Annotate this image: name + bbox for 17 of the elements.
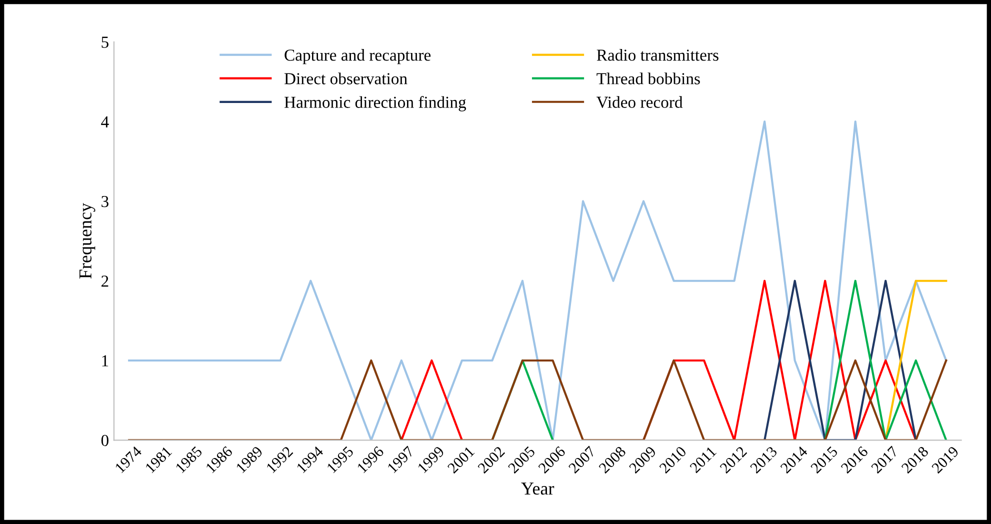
y-tick-label: 2: [102, 276, 108, 287]
y-tick-label: 0: [101, 434, 108, 446]
x-tick-label: 2011: [689, 446, 717, 474]
legend-label: Direct observation: [284, 72, 408, 84]
line-series: [128, 120, 948, 440]
y-tick-label: 3: [102, 196, 108, 208]
legend-label: Capture and recapture: [284, 49, 431, 64]
legend-label: Thread bobbins: [596, 72, 700, 84]
legend-label: Video record: [596, 96, 683, 108]
y-tick-label: 1: [102, 355, 108, 366]
y-tick-label: 4: [101, 116, 109, 128]
y-tick-label: 5: [102, 36, 108, 48]
x-axis-title: Year: [521, 482, 554, 495]
legend-label: Harmonic direction finding: [284, 96, 466, 112]
y-axis-title: Frequency: [79, 203, 96, 279]
x-tick-label: 1981: [144, 446, 172, 474]
legend-label: Radio transmitters: [596, 49, 718, 61]
